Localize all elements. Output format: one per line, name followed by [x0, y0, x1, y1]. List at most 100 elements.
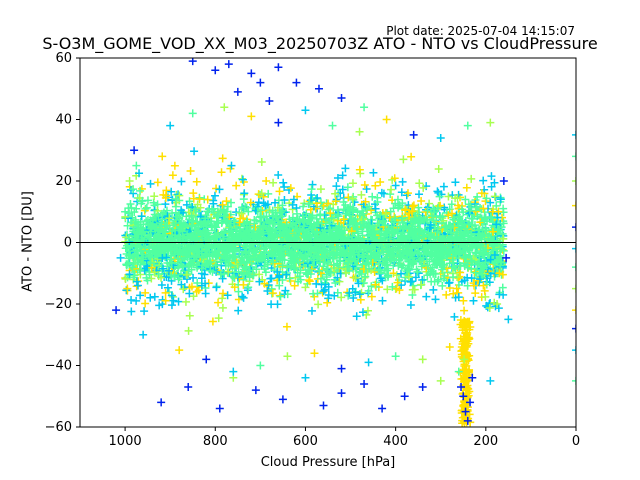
cloud-point	[452, 284, 461, 293]
core-point	[275, 225, 284, 234]
data-point	[123, 284, 132, 293]
cloud-point	[137, 212, 146, 221]
core-point	[449, 251, 458, 260]
data-point	[445, 343, 454, 352]
core-point	[137, 246, 146, 255]
cloud-point	[312, 279, 321, 288]
core-point	[321, 236, 330, 245]
cloud-point	[122, 260, 131, 269]
cloud-point	[469, 296, 478, 305]
data-point	[572, 244, 576, 253]
core-point	[149, 234, 158, 243]
core-point	[249, 251, 258, 260]
core-point	[216, 270, 225, 279]
core-point	[402, 237, 411, 246]
x-axis-ticks: 1000 800 600 400 200 0	[109, 427, 580, 449]
outlier-points	[112, 58, 576, 425]
core-point	[445, 259, 454, 268]
cloud-point	[326, 209, 335, 218]
core-point	[367, 248, 376, 257]
cloud-point	[189, 189, 198, 198]
data-point	[418, 355, 427, 364]
core-point	[250, 219, 259, 228]
cloud-point	[274, 170, 283, 179]
core-point	[415, 218, 424, 227]
data-point	[468, 373, 477, 382]
cloud-point	[451, 178, 460, 187]
core-point	[449, 273, 458, 282]
cloud-point	[490, 259, 499, 268]
cloud-point	[234, 306, 243, 315]
cloud-point	[408, 202, 417, 211]
core-point	[328, 239, 337, 248]
core-point	[380, 256, 389, 265]
core-point	[447, 229, 456, 238]
cloud-point	[439, 182, 448, 191]
core-point	[461, 224, 470, 233]
cloud-point	[210, 191, 219, 200]
cloud-point	[465, 206, 474, 215]
cloud-point	[244, 283, 253, 292]
cloud-point	[450, 312, 459, 321]
cloud-point	[185, 260, 194, 269]
cloud-point	[338, 171, 347, 180]
core-point	[170, 219, 179, 228]
core-point	[386, 252, 395, 261]
core-point	[423, 215, 432, 224]
cloud-point	[409, 201, 418, 210]
cloud-point	[371, 181, 380, 190]
cloud-point	[141, 204, 150, 213]
cloud-point	[343, 183, 352, 192]
core-point	[226, 219, 235, 228]
cloud-point	[331, 279, 340, 288]
data-point	[233, 87, 242, 96]
core-point	[407, 225, 416, 234]
cloud-point	[314, 300, 323, 309]
core-point	[298, 215, 307, 224]
x-tick-label: 400	[383, 434, 408, 449]
core-point	[187, 211, 196, 220]
core-point	[192, 261, 201, 270]
core-point	[317, 219, 326, 228]
core-point	[409, 231, 418, 240]
cloud-point	[167, 301, 176, 310]
data-point	[499, 177, 508, 185]
cloud-point	[363, 204, 372, 213]
core-point	[323, 258, 332, 267]
cloud-point	[280, 195, 289, 204]
cloud-point	[341, 268, 350, 277]
cloud-point	[238, 292, 247, 301]
cloud-point	[266, 274, 275, 283]
cloud-point	[136, 291, 145, 300]
cloud-point	[499, 204, 508, 213]
data-point	[139, 330, 148, 339]
cloud-point	[474, 259, 483, 268]
cloud-point	[240, 189, 249, 198]
core-point	[325, 227, 334, 236]
data-point	[572, 284, 576, 293]
data-point	[175, 346, 184, 355]
data-point	[251, 386, 260, 395]
cloud-point	[227, 161, 236, 170]
cloud-point	[155, 301, 164, 310]
data-point	[400, 392, 409, 401]
cloud-point	[496, 244, 505, 253]
data-point	[274, 118, 283, 127]
cloud-point	[307, 306, 316, 315]
cloud-point	[167, 291, 176, 300]
cloud-point	[391, 214, 400, 223]
core-point	[207, 205, 216, 214]
cloud-point	[332, 182, 341, 191]
core-point	[338, 247, 347, 256]
core-point	[423, 206, 432, 215]
cloud-point	[354, 279, 363, 288]
cloud-point	[470, 281, 479, 290]
cloud-point	[447, 200, 456, 209]
core-point	[340, 252, 349, 261]
cloud-point	[189, 273, 198, 282]
core-point	[427, 229, 436, 238]
plume-point	[465, 387, 474, 396]
cloud-point	[461, 195, 470, 204]
cloud-point	[393, 278, 402, 287]
core-point	[414, 213, 423, 222]
